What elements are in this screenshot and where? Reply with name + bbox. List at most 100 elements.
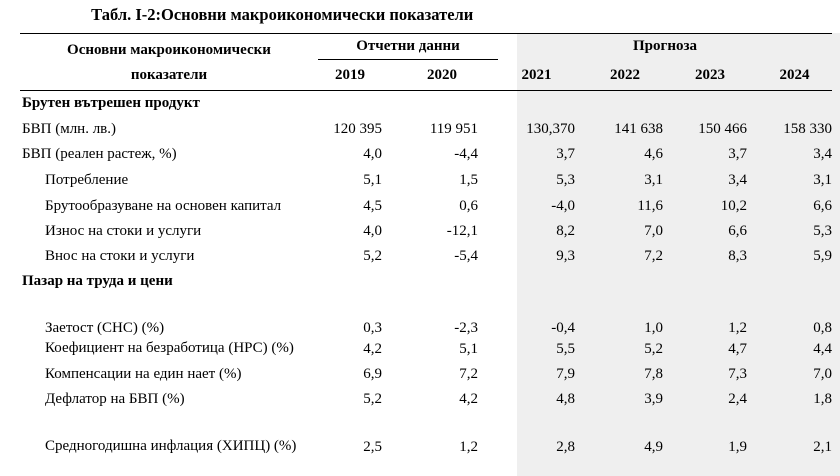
value-cell: 4,6 (644, 146, 664, 162)
value-cell: -12,1 (446, 223, 479, 239)
value-cell: 1,9 (728, 439, 748, 455)
table-row: Средногодишна инфлация (ХИПЦ) (%) 2,5 1,2 2… (20, 408, 832, 456)
value-cell: 158 330 (783, 121, 833, 137)
value-cell: 4,0 (363, 223, 382, 239)
value-cell: 6,9 (363, 366, 382, 382)
value-cell: 3,9 (644, 391, 664, 407)
table-row: Коефициент на безработица (НРС) (%) 4,2 5,… (20, 337, 832, 358)
value-cell: 1,2 (459, 439, 479, 455)
row-label: Дефлатор на БВП (%) (45, 391, 185, 407)
value-cell: 2,5 (363, 439, 382, 455)
year-header: 2021 (521, 66, 552, 83)
row-label: Брутообразуване на основен капитал (45, 198, 282, 214)
value-cell: 0,3 (363, 320, 382, 336)
value-cell: 8,2 (556, 223, 576, 239)
value-cell: -4,4 (454, 146, 479, 162)
value-cell: 5,2 (644, 341, 664, 357)
table-row: Внос на стоки и услуги 5,2 -5,4 9,3 7,2 8,3 5,… (20, 240, 832, 265)
table-row: Износ на стоки и услуги 4,0 -12,1 8,2 7,0 6,6… (20, 215, 832, 240)
value-cell: 10,2 (720, 198, 748, 214)
value-cell: 3,1 (813, 172, 833, 188)
table-title: Основни макроикономически показатели (161, 5, 474, 24)
value-cell: 7,2 (459, 366, 479, 382)
year-header: 2020 (427, 66, 457, 83)
value-cell: 150 466 (698, 121, 748, 137)
value-cell: 8,3 (728, 248, 748, 264)
value-cell: 5,2 (363, 391, 382, 407)
row-label: Коефициент на безработица (НРС) (%) (45, 340, 294, 356)
year-header: 2022 (610, 66, 641, 83)
value-cell: 7,0 (644, 223, 664, 239)
table-row: БВП (реален растеж, %) 4,0 -4,4 3,7 4,6 3,7 3,… (20, 138, 832, 163)
value-cell: 4,0 (363, 146, 382, 162)
value-cell: 4,2 (459, 391, 479, 407)
value-cell: 7,2 (644, 248, 664, 264)
value-cell: 4,4 (813, 341, 833, 357)
indicator-header-line2: показатели (130, 66, 208, 83)
value-cell: 6,6 (728, 223, 748, 239)
row-label: Компенсации на един нает (%) (45, 366, 242, 382)
row-label: Внос на стоки и услуги (45, 248, 195, 264)
value-cell: -4,0 (551, 198, 576, 214)
table-row: Компенсации на един нает (%) 6,9 7,2 7,9 7,8… (20, 358, 832, 383)
value-cell: 7,0 (813, 366, 833, 382)
indicator-header-line1: Основни макроикономически (67, 42, 271, 58)
value-cell: 4,7 (728, 341, 748, 357)
value-cell: 3,1 (644, 172, 664, 188)
value-cell: 2,4 (728, 391, 748, 407)
value-cell: 5,3 (813, 223, 833, 239)
value-cell: -5,4 (454, 248, 479, 264)
value-cell: 0,6 (459, 198, 479, 214)
value-cell: -0,4 (551, 320, 576, 336)
value-cell: 4,9 (644, 439, 664, 455)
row-label: БВП (млн. лв.) (22, 121, 117, 137)
forecast-shading (517, 33, 840, 476)
value-cell: -2,3 (454, 320, 479, 336)
table-caption: Табл. I-2:Основни макроикономически пока… (37, 5, 473, 25)
reported-header: Отчетни данни (356, 38, 460, 54)
value-cell: 120 395 (333, 121, 382, 137)
table-row: БВП (млн. лв.) 120 395 119 951 130,370 141 6… (20, 112, 832, 138)
value-cell: 5,1 (459, 341, 479, 357)
table-number: Табл. I-2: (91, 5, 161, 24)
value-cell: 3,4 (728, 172, 748, 188)
value-cell: 11,6 (637, 198, 664, 214)
table-top-rule (20, 33, 832, 34)
value-cell: 7,8 (644, 366, 664, 382)
row-label: Износ на стоки и услуги (45, 223, 202, 239)
value-cell: 3,4 (813, 146, 833, 162)
table-row: Брутообразуване на основен капитал 4,5 0,6… (20, 189, 832, 215)
reported-underline (318, 59, 498, 60)
value-cell: 3,7 (556, 146, 576, 162)
table-row: Потребление 5,1 1,5 5,3 3,1 3,4 3,1 (20, 163, 832, 189)
year-header: 2024 (779, 66, 810, 83)
value-cell: 1,5 (459, 172, 479, 188)
value-cell: 4,2 (363, 341, 382, 357)
value-cell: 7,3 (728, 366, 748, 382)
value-cell: 4,5 (363, 198, 382, 214)
value-cell: 7,9 (556, 366, 576, 382)
value-cell: 141 638 (614, 121, 664, 137)
value-cell: 9,3 (556, 248, 576, 264)
row-label: Потребление (45, 172, 129, 188)
row-label: Заетост (СНС) (%) (45, 320, 165, 336)
value-cell: 0,8 (813, 320, 833, 336)
value-cell: 2,1 (813, 439, 833, 455)
section-title: Брутен вътрешен продукт (22, 95, 200, 111)
header-bottom-rule (20, 90, 832, 91)
section-row: Брутен вътрешен продукт (20, 90, 832, 112)
macro-indicators-table: Основни макроикономически Отчетни данни … (20, 33, 840, 476)
value-cell: 1,2 (728, 320, 748, 336)
value-cell: 6,6 (813, 198, 833, 214)
forecast-header: Прогноза (633, 38, 698, 54)
value-cell: 2,8 (556, 439, 576, 455)
row-label: БВП (реален растеж, %) (22, 146, 177, 162)
value-cell: 130,370 (526, 121, 576, 137)
year-header: 2019 (335, 66, 365, 83)
value-cell: 119 951 (429, 121, 479, 137)
value-cell: 1,0 (644, 320, 664, 336)
year-header: 2023 (695, 66, 726, 83)
table-row: Дефлатор на БВП (%) 5,2 4,2 4,8 3,9 2,4 1,8 (20, 383, 832, 408)
row-label: Средногодишна инфлация (ХИПЦ) (%) (45, 438, 297, 454)
value-cell: 5,5 (556, 341, 576, 357)
